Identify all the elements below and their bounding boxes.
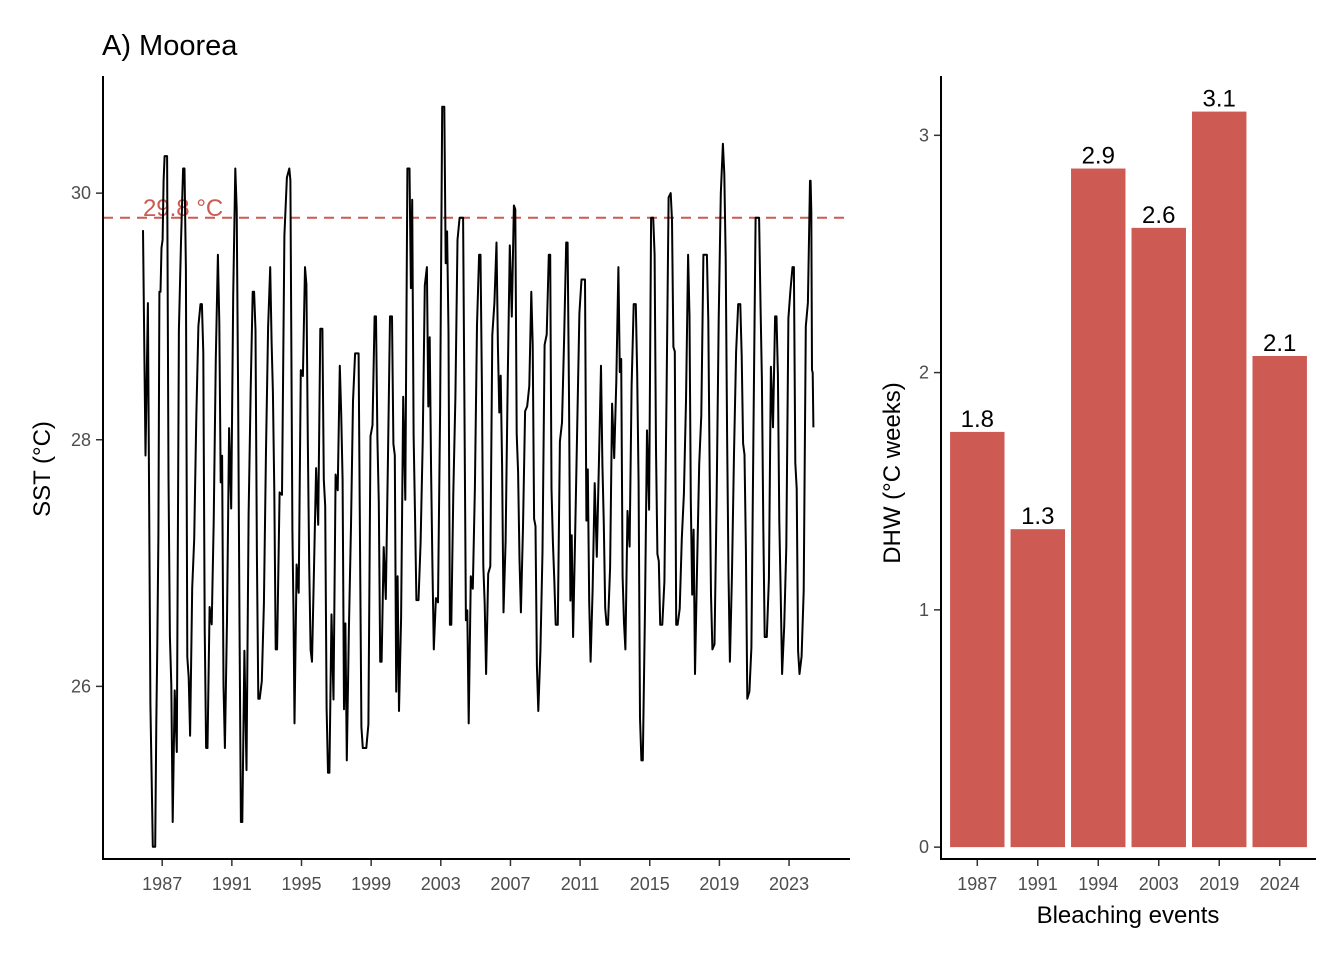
dhw-y-tick-label: 0 — [919, 837, 929, 857]
dhw-bars — [950, 111, 1307, 848]
sst-y-tick-label: 26 — [71, 676, 91, 696]
dhw-bar-value-label: 1.8 — [961, 406, 994, 433]
dhw-x-tick-label: 2019 — [1199, 874, 1239, 894]
dhw-y-tick-label: 2 — [919, 363, 929, 383]
sst-x-tick-label: 1991 — [212, 874, 252, 894]
dhw-x-ticks: 1987 1991 1994 2003 2019 2024 — [957, 859, 1300, 894]
sst-x-ticks: 1987 1991 1995 1999 2003 2007 2011 2015 2019 2023 — [142, 859, 809, 894]
sst-y-ticks: 26 28 30 — [71, 183, 103, 696]
sst-x-tick-label: 2011 — [561, 874, 600, 894]
sst-x-tick-label: 2015 — [630, 874, 670, 894]
sst-x-tick-label: 2023 — [769, 874, 809, 894]
dhw-x-tick-label: 1991 — [1018, 874, 1058, 894]
dhw-y-ticks: 0 1 2 3 — [919, 125, 941, 857]
dhw-x-tick-label: 2024 — [1260, 874, 1300, 894]
sst-x-tick-label: 1995 — [281, 874, 321, 894]
dhw-bar-value-label: 1.3 — [1021, 503, 1054, 530]
dhw-bar-value-label: 2.9 — [1082, 143, 1115, 170]
sst-y-tick-label: 30 — [71, 183, 91, 203]
dhw-bar-1994 — [1071, 168, 1126, 848]
panel-a-title: A) Moorea — [102, 30, 238, 62]
sst-y-tick-label: 28 — [71, 430, 91, 450]
dhw-x-tick-label: 2003 — [1139, 874, 1179, 894]
dhw-y-axis-title: DHW (°C weeks) — [879, 382, 906, 564]
dhw-x-axis-title: Bleaching events — [1037, 902, 1220, 929]
sst-x-tick-label: 1987 — [142, 874, 182, 894]
dhw-bar-2019 — [1192, 111, 1247, 848]
sst-series-line — [142, 105, 815, 848]
dhw-bar-2024 — [1252, 355, 1307, 848]
threshold-group: 29.8 °C — [103, 195, 850, 222]
dhw-bar-value-label: 3.1 — [1203, 86, 1236, 113]
dhw-y-tick-label: 1 — [919, 600, 929, 620]
dhw-bar-1987 — [950, 431, 1005, 848]
sst-x-tick-label: 2007 — [490, 874, 530, 894]
sst-y-axis-title: SST (°C) — [29, 421, 56, 517]
dhw-bar-value-label: 2.6 — [1142, 202, 1175, 229]
sst-x-tick-label: 2019 — [699, 874, 739, 894]
dhw-x-tick-label: 1987 — [957, 874, 997, 894]
sst-x-tick-label: 1999 — [351, 874, 391, 894]
sst-x-tick-label: 2003 — [421, 874, 461, 894]
dhw-y-tick-label: 3 — [919, 125, 929, 145]
dhw-bar-2003 — [1131, 227, 1186, 848]
dhw-bar-labels: 1.8 1.3 2.9 2.6 3.1 2.1 — [961, 86, 1297, 531]
dhw-panel: DHW (°C weeks) Bleaching events 0 1 2 3 198… — [879, 76, 1316, 929]
dhw-bar-1991 — [1010, 529, 1065, 848]
dhw-bar-value-label: 2.1 — [1263, 330, 1296, 357]
dhw-x-tick-label: 1994 — [1078, 874, 1118, 894]
